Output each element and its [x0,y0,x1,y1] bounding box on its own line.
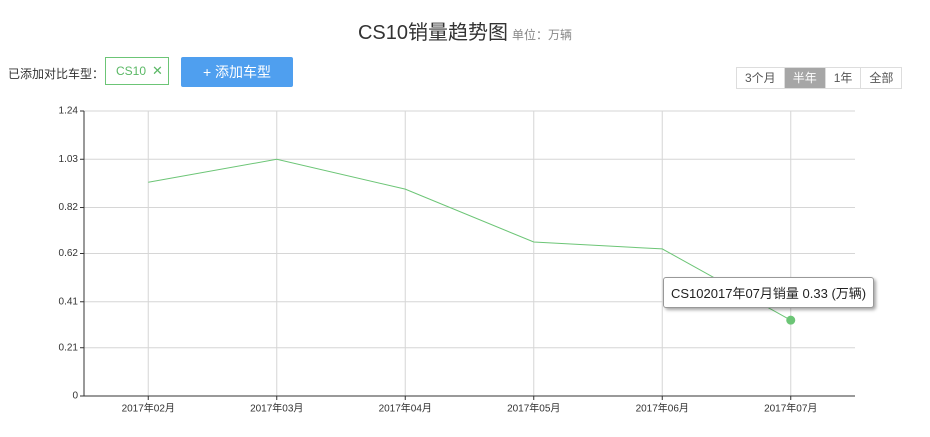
range-option[interactable]: 3个月 [745,71,776,85]
x-tick-label: 2017年05月 [507,402,560,415]
x-tick-label: 2017年06月 [636,402,689,415]
range-toggle: 3个月 半年 1年 全部 [736,67,903,89]
y-tick-label: 0.41 [59,296,79,307]
y-tick-label: 0.82 [59,202,79,213]
subtitle: 单位：万辆 [512,28,573,42]
tooltip-value: 0.33 [802,286,828,301]
title-text: CS10销量趋势图 [357,22,508,44]
range-option[interactable]: 全部 [860,68,901,88]
x-tick-label: 2017年03月 [250,402,303,415]
tooltip-unit: (万辆) [831,286,867,301]
hover-point [786,315,796,325]
x-tick-label: 2017年07月 [764,402,817,415]
range-option[interactable]: 半年 [783,68,825,88]
x-tick-label: 2017年04月 [379,402,432,415]
chip-label: CS10 [116,64,147,78]
add-button[interactable]: + 添加车型 [181,57,293,87]
y-tick-label: 0.62 [59,248,79,259]
tooltip: CS102017年07月销量 0.33 (万辆) [663,277,875,308]
y-tick-label: 0 [72,391,78,402]
tooltip-text: CS102017年07月销量 [671,286,799,301]
range-option[interactable]: 1年 [824,68,861,88]
y-tick-label: 1.03 [59,154,79,165]
x-tick-label: 2017年02月 [122,402,175,415]
chart-title: CS10销量趋势图 单位：万辆 [0,16,930,45]
series-line [148,158,791,321]
chip-remove[interactable]: ✕ [152,63,163,78]
y-tick-label: 0.21 [59,342,79,353]
compare-chip[interactable]: CS10 ✕ [105,57,169,85]
y-tick-label: 1.24 [59,106,79,117]
compare-label: 已添加对比车型： [8,67,105,81]
